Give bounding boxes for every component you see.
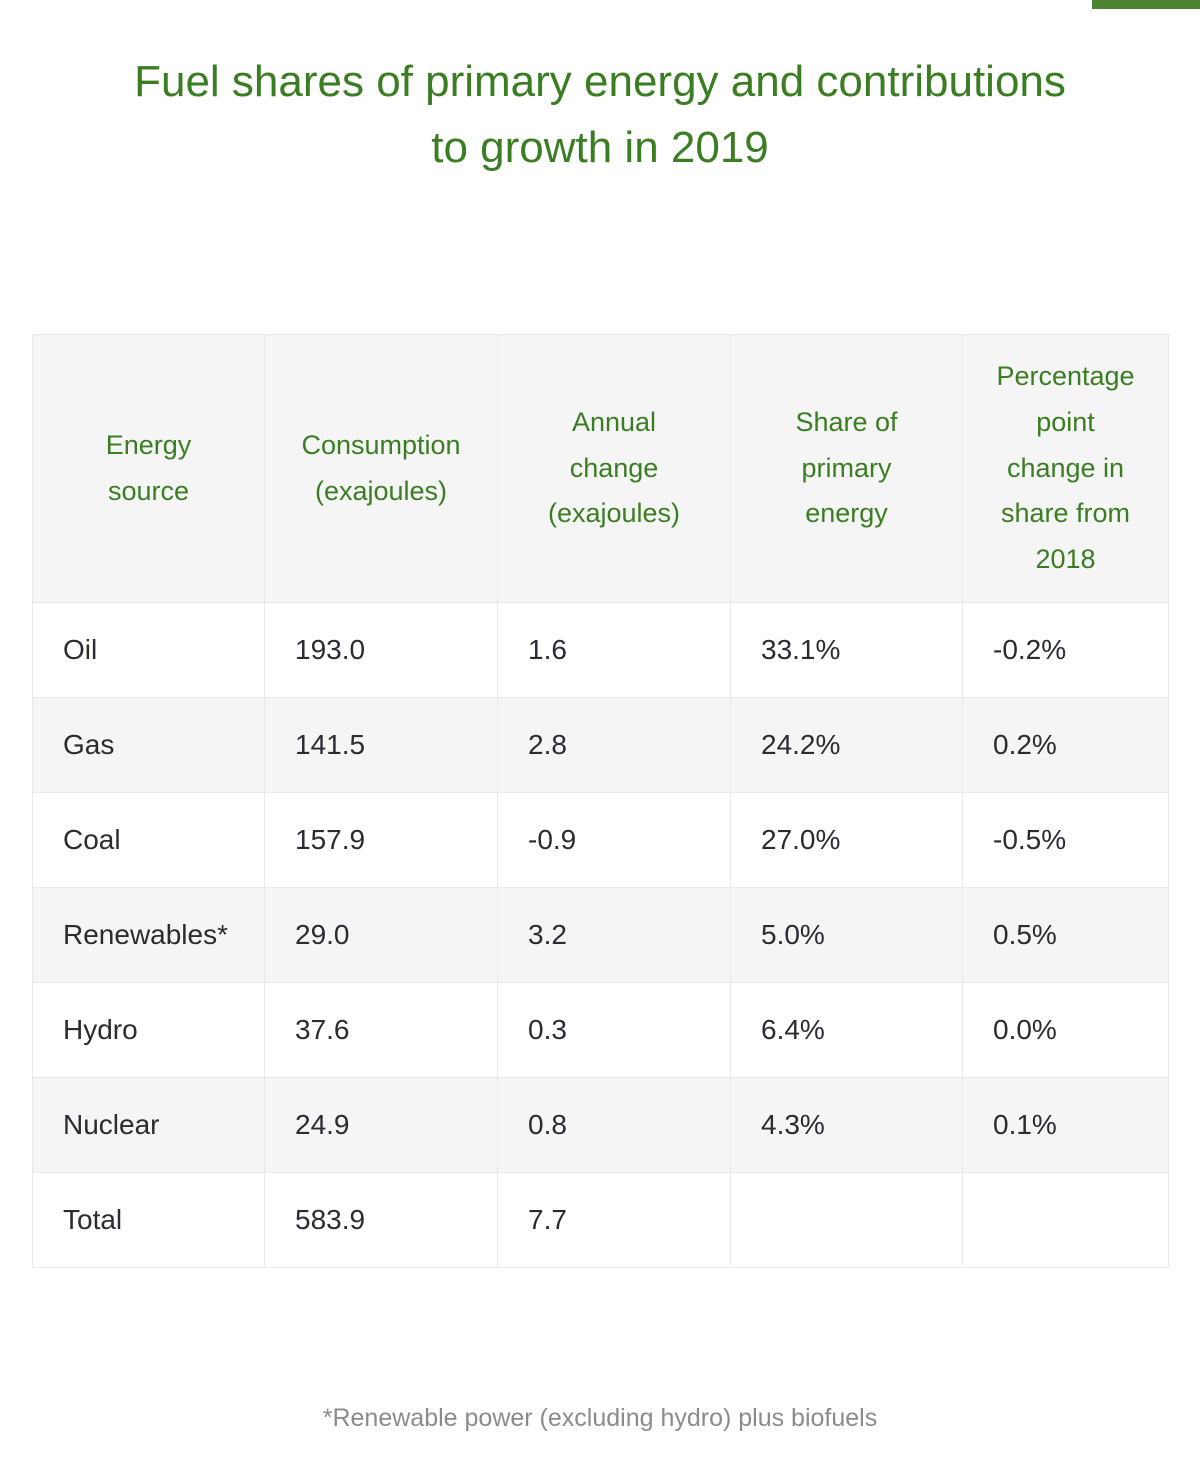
total-consumption: 583.9	[264, 1172, 498, 1268]
renewables-share: 5.0%	[730, 887, 963, 983]
column-header-pp-change-from-2018: Percentage point change in share from 20…	[962, 334, 1169, 603]
coal-annual-change: -0.9	[497, 792, 731, 888]
renewables-consumption: 29.0	[264, 887, 498, 983]
fuel-shares-table: Energy source Consumption (exajoules) An…	[32, 334, 1169, 1268]
row-label-coal: Coal	[32, 792, 265, 888]
row-label-renewables: Renewables*	[32, 887, 265, 983]
table-header: Energy source Consumption (exajoules) An…	[32, 334, 1169, 603]
row-label-oil: Oil	[32, 602, 265, 698]
gas-pp-change: 0.2%	[962, 697, 1169, 793]
hydro-share: 6.4%	[730, 982, 963, 1078]
gas-share: 24.2%	[730, 697, 963, 793]
gas-annual-change: 2.8	[497, 697, 731, 793]
table-row-total: Total 583.9 7.7	[32, 1172, 1169, 1268]
header-row: Energy source Consumption (exajoules) An…	[32, 334, 1169, 603]
row-label-hydro: Hydro	[32, 982, 265, 1078]
total-annual-change: 7.7	[497, 1172, 731, 1268]
hydro-annual-change: 0.3	[497, 982, 731, 1078]
nuclear-pp-change: 0.1%	[962, 1077, 1169, 1173]
total-pp-change	[962, 1172, 1169, 1268]
nuclear-annual-change: 0.8	[497, 1077, 731, 1173]
renewables-pp-change: 0.5%	[962, 887, 1169, 983]
top-right-green-bar	[1092, 0, 1200, 9]
gas-consumption: 141.5	[264, 697, 498, 793]
nuclear-share: 4.3%	[730, 1077, 963, 1173]
oil-annual-change: 1.6	[497, 602, 731, 698]
footnote: *Renewable power (excluding hydro) plus …	[322, 1404, 878, 1432]
hydro-consumption: 37.6	[264, 982, 498, 1078]
table-row-nuclear: Nuclear 24.9 0.8 4.3% 0.1%	[32, 1077, 1169, 1173]
coal-share: 27.0%	[730, 792, 963, 888]
oil-share: 33.1%	[730, 602, 963, 698]
table-row-oil: Oil 193.0 1.6 33.1% -0.2%	[32, 602, 1169, 698]
page-title: Fuel shares of primary energy and contri…	[134, 57, 1066, 173]
coal-pp-change: -0.5%	[962, 792, 1169, 888]
table-row-gas: Gas 141.5 2.8 24.2% 0.2%	[32, 697, 1169, 793]
column-header-annual-change: Annual change (exajoules)	[497, 334, 731, 603]
renewables-annual-change: 3.2	[497, 887, 731, 983]
oil-pp-change: -0.2%	[962, 602, 1169, 698]
table-row-renewables: Renewables* 29.0 3.2 5.0% 0.5%	[32, 887, 1169, 983]
row-label-nuclear: Nuclear	[32, 1077, 265, 1173]
row-label-total: Total	[32, 1172, 265, 1268]
column-header-share-of-primary-energy: Share of primary energy	[730, 334, 963, 603]
oil-consumption: 193.0	[264, 602, 498, 698]
column-header-energy-source: Energy source	[32, 334, 265, 603]
table-row-hydro: Hydro 37.6 0.3 6.4% 0.0%	[32, 982, 1169, 1078]
coal-consumption: 157.9	[264, 792, 498, 888]
table-body: Oil 193.0 1.6 33.1% -0.2% Gas 141.5 2.8 …	[32, 602, 1169, 1268]
total-share	[730, 1172, 963, 1268]
nuclear-consumption: 24.9	[264, 1077, 498, 1173]
table-row-coal: Coal 157.9 -0.9 27.0% -0.5%	[32, 792, 1169, 888]
column-header-consumption: Consumption (exajoules)	[264, 334, 498, 603]
hydro-pp-change: 0.0%	[962, 982, 1169, 1078]
row-label-gas: Gas	[32, 697, 265, 793]
